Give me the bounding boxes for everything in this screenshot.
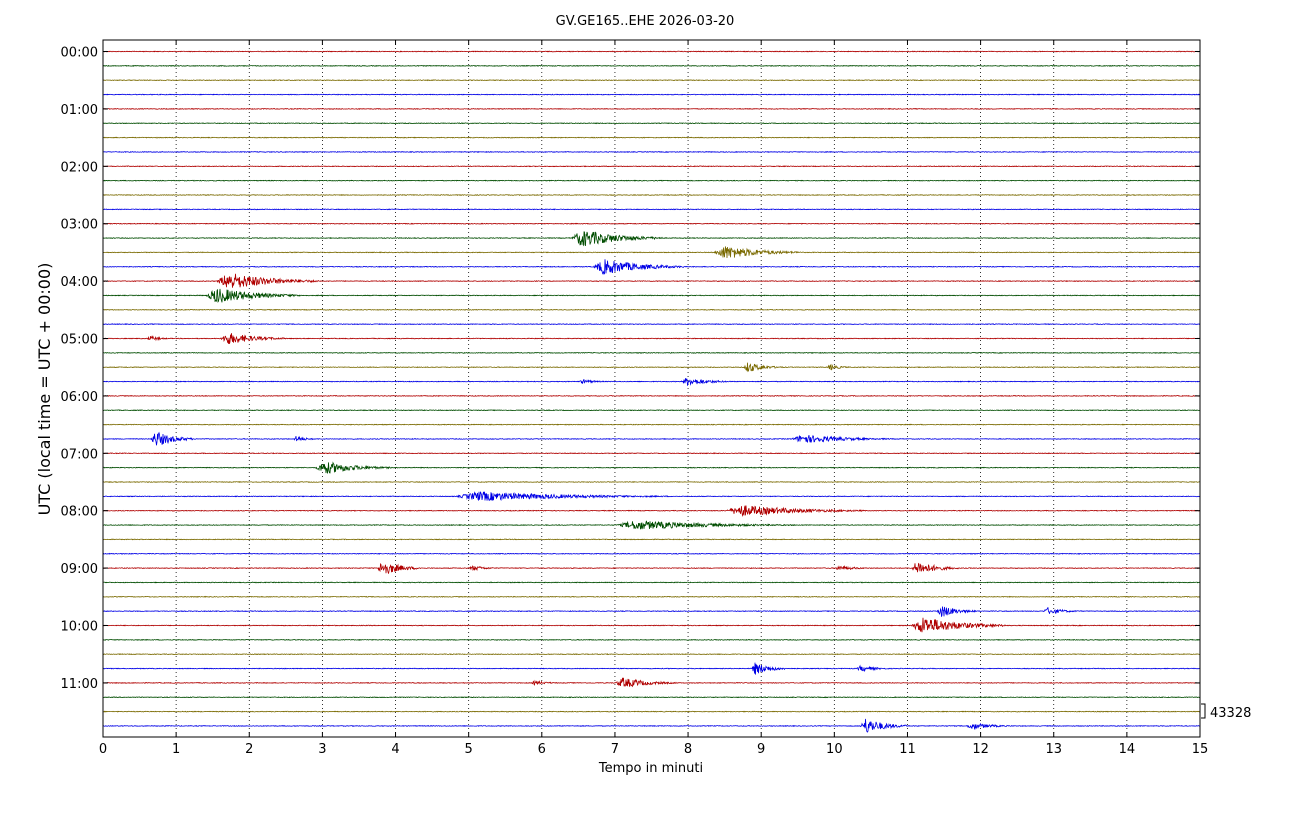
scale-bar: 43328 xyxy=(1201,703,1251,721)
x-axis-label: Tempo in minuti xyxy=(598,761,703,776)
x-tick-label: 6 xyxy=(538,742,546,757)
trace-row xyxy=(102,538,1201,541)
trace-row xyxy=(102,362,1201,373)
y-tick-label: 11:00 xyxy=(61,677,98,692)
trace-row xyxy=(102,93,1201,96)
trace-row xyxy=(102,710,1201,713)
trace-row xyxy=(102,165,1201,168)
trace-row xyxy=(102,662,1201,675)
trace-row xyxy=(102,64,1201,67)
trace-row xyxy=(102,208,1201,211)
x-tick-label: 7 xyxy=(611,742,619,757)
trace-row xyxy=(102,288,1201,303)
x-tick-label: 1 xyxy=(172,742,180,757)
y-tick-label: 03:00 xyxy=(61,218,98,233)
y-tick-label: 04:00 xyxy=(61,275,98,290)
trace-row xyxy=(102,107,1201,110)
x-tick-label: 10 xyxy=(826,742,843,757)
x-tick-label: 3 xyxy=(318,742,326,757)
trace-row xyxy=(102,653,1201,656)
trace-row xyxy=(102,505,1201,517)
x-tick-label: 13 xyxy=(1045,742,1062,757)
trace-row xyxy=(102,461,1201,474)
trace-row xyxy=(102,520,1201,530)
y-tick-label: 01:00 xyxy=(61,103,98,118)
x-tick-label: 11 xyxy=(899,742,916,757)
chart-title: GV.GE165..EHE 2026-03-20 xyxy=(556,14,735,29)
trace-row xyxy=(102,79,1201,82)
trace-row xyxy=(102,552,1201,555)
seismic-traces xyxy=(102,50,1201,733)
trace-row xyxy=(102,273,1201,288)
x-tick-label: 14 xyxy=(1119,742,1136,757)
trace-row xyxy=(102,246,1201,258)
trace-row xyxy=(102,562,1201,574)
trace-row xyxy=(102,222,1201,225)
x-tick-label: 8 xyxy=(684,742,692,757)
x-tick-label: 5 xyxy=(465,742,473,757)
trace-row xyxy=(102,491,1201,502)
trace-row xyxy=(102,323,1201,326)
trace-row xyxy=(102,638,1201,641)
y-axis-label: UTC (local time = UTC + 00:00) xyxy=(35,263,54,516)
scale-label: 43328 xyxy=(1210,706,1251,721)
y-tick-label: 10:00 xyxy=(61,620,98,635)
x-axis-ticks: 0 1 2 3 4 5 6 7 8 9 10 11 12 13 14 15 xyxy=(99,40,1208,757)
x-tick-label: 9 xyxy=(757,742,765,757)
plot-frame xyxy=(102,39,1201,738)
trace-row xyxy=(102,259,1201,275)
y-tick-label: 09:00 xyxy=(61,562,98,577)
trace-row xyxy=(102,718,1201,733)
trace-row xyxy=(102,581,1201,584)
vertical-grid xyxy=(175,40,1128,737)
trace-row xyxy=(102,696,1201,699)
trace-row xyxy=(102,194,1201,197)
trace-row xyxy=(102,136,1201,139)
trace-row xyxy=(102,122,1201,125)
y-tick-label: 02:00 xyxy=(61,160,98,175)
y-tick-label: 07:00 xyxy=(61,447,98,462)
trace-row xyxy=(102,150,1201,153)
y-tick-label: 00:00 xyxy=(61,46,98,61)
trace-row xyxy=(102,617,1201,633)
trace-row xyxy=(102,606,1201,617)
trace-row xyxy=(102,351,1201,354)
trace-row xyxy=(102,431,1201,446)
trace-row xyxy=(102,50,1201,53)
y-tick-label: 08:00 xyxy=(61,505,98,520)
trace-row xyxy=(102,333,1201,344)
x-tick-label: 4 xyxy=(391,742,399,757)
trace-row xyxy=(102,452,1201,455)
x-tick-label: 2 xyxy=(245,742,253,757)
trace-row xyxy=(102,409,1201,412)
trace-row xyxy=(102,677,1201,688)
x-tick-label: 0 xyxy=(99,742,107,757)
trace-row xyxy=(102,394,1201,397)
trace-row xyxy=(102,423,1201,426)
y-axis-ticks: 00:00 01:00 02:00 03:00 04:00 05:00 06:00 07:00… xyxy=(61,46,1200,692)
x-tick-label: 15 xyxy=(1192,742,1209,757)
y-tick-label: 05:00 xyxy=(61,333,98,348)
x-tick-label: 12 xyxy=(972,742,989,757)
y-tick-label: 06:00 xyxy=(61,390,98,405)
trace-row xyxy=(102,378,1201,386)
trace-row xyxy=(102,481,1201,484)
trace-row xyxy=(102,595,1201,598)
trace-row xyxy=(102,231,1201,247)
trace-row xyxy=(102,179,1201,182)
trace-row xyxy=(102,308,1201,311)
